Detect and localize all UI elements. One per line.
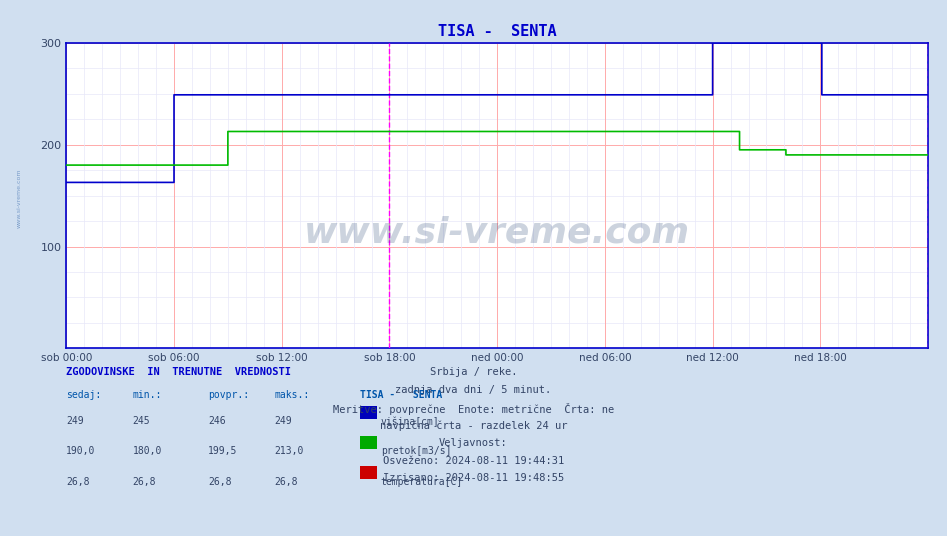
Text: TISA -   SENTA: TISA - SENTA [360, 390, 442, 400]
Text: Osveženo: 2024-08-11 19:44:31: Osveženo: 2024-08-11 19:44:31 [383, 456, 564, 466]
Text: sedaj:: sedaj: [66, 390, 101, 400]
Text: 26,8: 26,8 [208, 477, 232, 487]
Text: 249: 249 [66, 416, 84, 427]
Text: Veljavnost:: Veljavnost: [439, 438, 508, 448]
Text: navpična črta - razdelek 24 ur: navpična črta - razdelek 24 ur [380, 420, 567, 431]
Text: Srbija / reke.: Srbija / reke. [430, 367, 517, 377]
Text: zadnja dva dni / 5 minut.: zadnja dva dni / 5 minut. [396, 385, 551, 395]
Text: 249: 249 [275, 416, 293, 427]
Text: 213,0: 213,0 [275, 446, 304, 457]
Text: 199,5: 199,5 [208, 446, 238, 457]
Text: pretok[m3/s]: pretok[m3/s] [381, 446, 451, 457]
Title: TISA -  SENTA: TISA - SENTA [438, 24, 557, 39]
Text: min.:: min.: [133, 390, 162, 400]
Text: 26,8: 26,8 [133, 477, 156, 487]
Text: temperatura[C]: temperatura[C] [381, 477, 463, 487]
Text: 26,8: 26,8 [275, 477, 298, 487]
Text: Izrisano: 2024-08-11 19:48:55: Izrisano: 2024-08-11 19:48:55 [383, 473, 564, 483]
Text: 245: 245 [133, 416, 151, 427]
Text: Meritve: povprečne  Enote: metrične  Črta: ne: Meritve: povprečne Enote: metrične Črta:… [333, 403, 614, 414]
Text: www.si-vreme.com: www.si-vreme.com [17, 168, 22, 228]
Text: maks.:: maks.: [275, 390, 310, 400]
Text: višina[cm]: višina[cm] [381, 416, 439, 427]
Text: www.si-vreme.com: www.si-vreme.com [304, 215, 690, 249]
Text: ZGODOVINSKE  IN  TRENUTNE  VREDNOSTI: ZGODOVINSKE IN TRENUTNE VREDNOSTI [66, 367, 292, 377]
Text: 246: 246 [208, 416, 226, 427]
Text: 26,8: 26,8 [66, 477, 90, 487]
Text: povpr.:: povpr.: [208, 390, 249, 400]
Text: 180,0: 180,0 [133, 446, 162, 457]
Text: 190,0: 190,0 [66, 446, 96, 457]
